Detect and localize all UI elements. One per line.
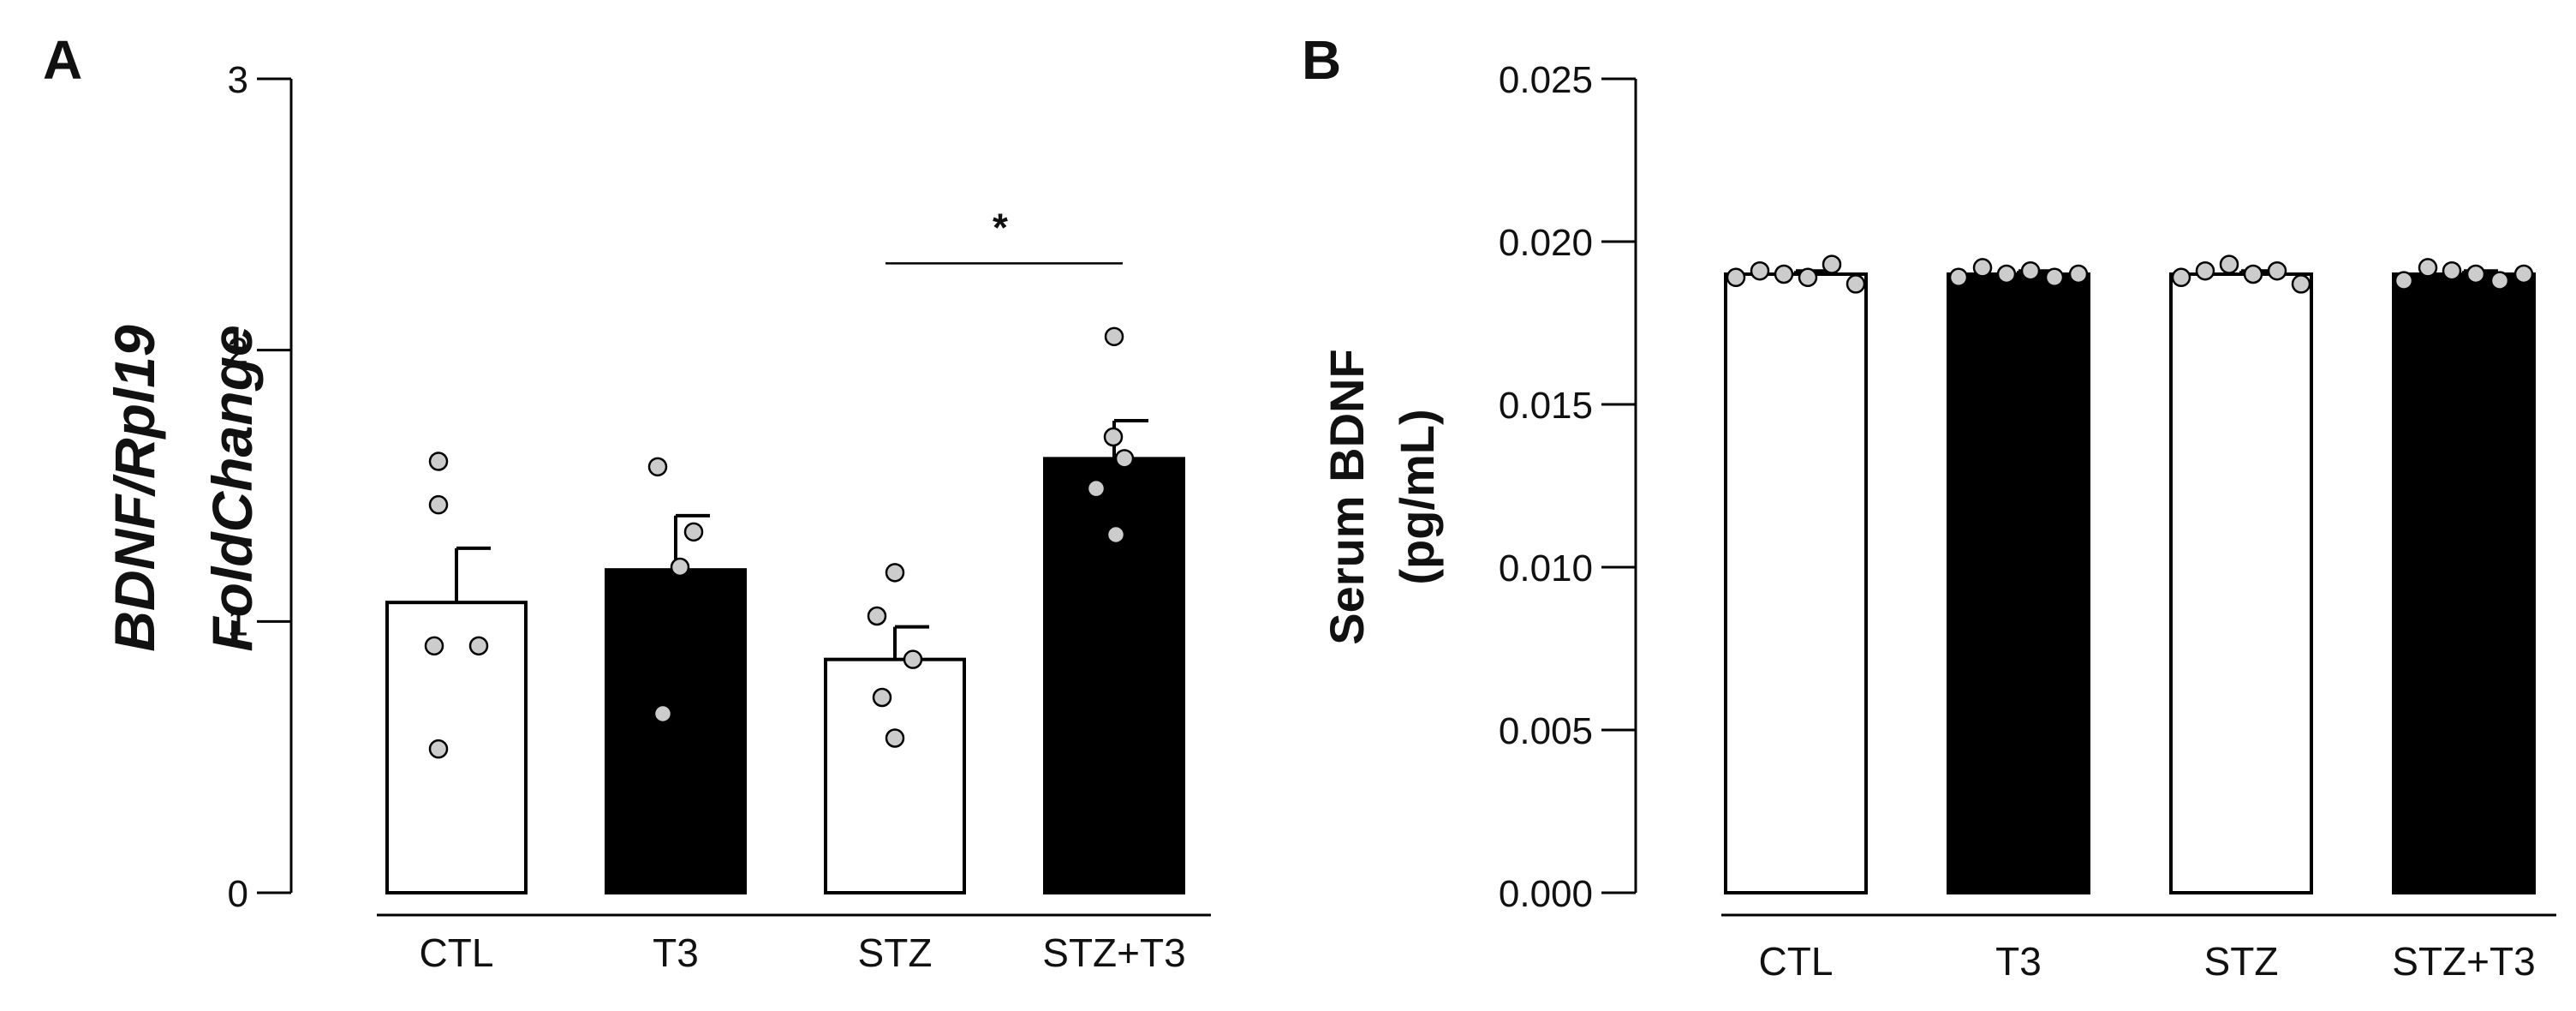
panel-a-bar-stz	[824, 657, 966, 895]
panel-b-y-tick-label-0: 0.000	[1499, 873, 1593, 915]
panel-a-data-point-stz-5	[885, 728, 905, 748]
panel-a-bar-t3	[605, 568, 747, 895]
panel-b-data-point-stz-plus-t3-1	[2394, 271, 2414, 290]
panel-a-category-label-t3: T3	[653, 930, 699, 975]
panel-a-y-axis-label-line-2: FoldChange	[200, 325, 264, 651]
panel-b-data-point-stz-1	[2171, 267, 2191, 288]
panel-b-data-point-stz-plus-t3-2	[2418, 258, 2438, 278]
panel-a-data-point-stz-plus-t3-2	[1103, 427, 1124, 447]
panel-a-data-point-t3-2	[683, 522, 704, 542]
panel-a-data-point-stz-2	[867, 606, 887, 626]
panel-b-y-tick-label-5: 0.025	[1499, 59, 1593, 101]
panel-b-category-label-stz-plus-t3: STZ+T3	[2392, 939, 2535, 984]
panel-a-data-point-t3-1	[647, 457, 668, 477]
panel-b-data-point-stz-4	[2243, 264, 2263, 284]
panel-a-bar-stz-plus-t3	[1043, 457, 1185, 894]
panel-a-y-tick-label-3: 3	[228, 59, 248, 101]
panel-a-bar-ctl	[385, 601, 528, 895]
panel-a-category-label-stz-plus-t3: STZ+T3	[1042, 930, 1185, 975]
panel-a-data-point-stz-plus-t3-1	[1104, 326, 1124, 347]
panel-b-data-point-t3-6	[2068, 264, 2089, 284]
panel-a-chart: A BDNF/Rpl19 FoldChange 0 1 2 3 CTL T3 STZ STZ+T3 *	[43, 29, 1211, 975]
panel-a-data-point-stz-plus-t3-4	[1086, 478, 1106, 499]
panel-a-category-label-ctl: CTL	[420, 930, 494, 975]
panel-b-y-tick-label-1: 0.005	[1499, 710, 1593, 752]
panel-b-bar-t3	[1947, 272, 2090, 894]
panel-b-data-point-t3-1	[1948, 267, 1969, 288]
panel-a-category-label-stz: STZ	[858, 930, 933, 975]
panel-a-y-axis-label-line-1: BDNF/Rpl19	[103, 325, 166, 652]
panel-b-data-point-ctl-1	[1726, 267, 1746, 288]
panel-b-data-point-t3-4	[2020, 260, 2041, 281]
panel-b-y-axis-label-line-1: Serum BDNF	[1320, 349, 1374, 644]
panel-a-letter: A	[43, 29, 82, 91]
panel-b-data-point-ctl-5	[1822, 254, 1842, 274]
panel-a-data-point-t3-3	[670, 557, 690, 577]
panel-b-y-tick-label-4: 0.020	[1499, 222, 1593, 264]
panel-b-data-point-stz-5	[2267, 260, 2287, 281]
panel-b-data-point-stz-plus-t3-4	[2466, 264, 2486, 284]
panel-b-letter: B	[1302, 29, 1341, 91]
panel-b-y-tick-label-3: 0.015	[1499, 385, 1593, 427]
panel-b-data-point-stz-plus-t3-3	[2442, 260, 2462, 281]
panel-a-y-tick-label-1: 1	[228, 601, 248, 643]
panel-b-data-point-stz-plus-t3-5	[2490, 271, 2510, 290]
panel-b-y-tick-label-2: 0.010	[1499, 547, 1593, 589]
panel-b-data-point-ctl-3	[1774, 264, 1794, 284]
panel-b-data-point-t3-3	[1996, 264, 2017, 284]
panel-a-y-tick-label-2: 2	[228, 331, 248, 373]
panel-a-data-point-ctl-5	[428, 739, 449, 759]
panel-b-data-point-ctl-2	[1750, 260, 1770, 281]
panel-a-data-point-ctl-3	[424, 636, 444, 656]
panel-a-data-point-t3-4	[653, 703, 673, 724]
panel-a-data-point-ctl-2	[428, 494, 449, 515]
panel-b-data-point-stz-3	[2219, 254, 2239, 274]
panel-a-y-tick-label-0: 0	[228, 873, 248, 915]
panel-b-chart: B Serum BDNF (pg/mL) 0.000 0.005 0.010 0.015 0.…	[1302, 29, 2556, 984]
panel-b-y-axis-label-line-2: (pg/mL)	[1390, 409, 1444, 584]
panel-a-significance-label-0: *	[993, 205, 1008, 249]
panel-a-data-point-stz-4	[872, 687, 892, 708]
panel-a-data-point-ctl-1	[428, 452, 449, 471]
panel-a-data-point-ctl-4	[468, 636, 489, 656]
panel-b-bar-ctl	[1724, 272, 1868, 894]
panel-b-data-point-t3-5	[2044, 267, 2065, 288]
panel-b-category-label-t3: T3	[1995, 939, 2042, 984]
panel-b-category-label-stz: STZ	[2204, 939, 2279, 984]
panel-a-data-point-stz-plus-t3-3	[1114, 449, 1135, 469]
panel-b-category-label-ctl: CTL	[1759, 939, 1834, 984]
panel-b-data-point-ctl-6	[1846, 274, 1866, 294]
panel-b-bar-stz-plus-t3	[2392, 272, 2536, 894]
panel-b-data-point-ctl-4	[1798, 267, 1818, 288]
panel-a-data-point-stz-3	[903, 649, 923, 669]
panel-b-data-point-stz-6	[2291, 274, 2311, 294]
panel-b-bar-stz	[2169, 272, 2313, 894]
panel-b-data-point-stz-2	[2195, 260, 2215, 281]
panel-b-data-point-t3-2	[1972, 258, 1993, 278]
panel-a-data-point-stz-1	[885, 563, 905, 583]
panel-a-data-point-stz-plus-t3-5	[1106, 524, 1126, 545]
panel-b-data-point-stz-plus-t3-6	[2513, 264, 2534, 284]
